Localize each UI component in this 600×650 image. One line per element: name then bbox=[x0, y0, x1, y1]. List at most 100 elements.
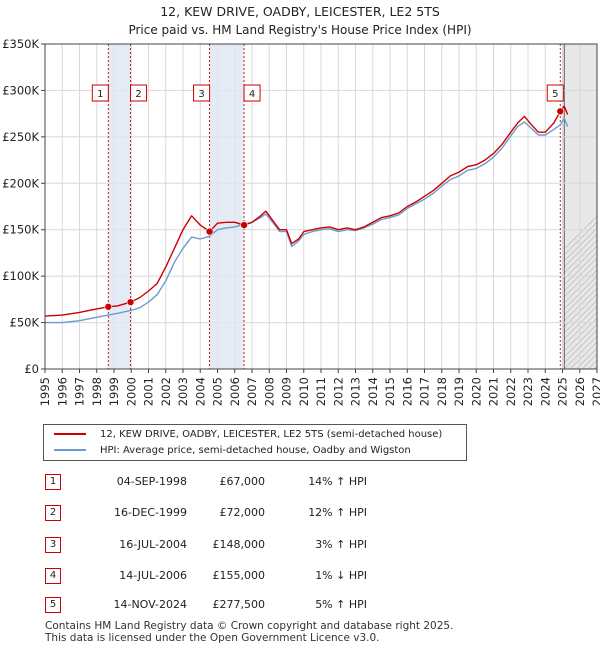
transaction-date: 16-JUL-2004 bbox=[119, 538, 187, 551]
hatch-line bbox=[564, 305, 597, 340]
transaction-price: £67,000 bbox=[219, 475, 266, 488]
x-tick-label: 2006 bbox=[228, 377, 242, 406]
legend: 12, KEW DRIVE, OADBY, LEICESTER, LE2 5TS… bbox=[43, 424, 467, 461]
x-tick-label: 2021 bbox=[487, 377, 501, 406]
transaction-hpi: 12% ↑ HPI bbox=[308, 506, 367, 519]
legend-label-hpi: HPI: Average price, semi-detached house,… bbox=[100, 445, 411, 456]
x-tick-label: 2011 bbox=[314, 377, 328, 406]
series-line bbox=[44, 105, 569, 317]
transaction-number: 2 bbox=[45, 505, 61, 521]
shaded-period bbox=[209, 44, 245, 369]
x-tick-label: 2004 bbox=[193, 377, 207, 406]
x-tick-label: 2016 bbox=[400, 377, 414, 406]
x-tick-label: 2005 bbox=[211, 377, 225, 406]
transaction-date: 14-NOV-2024 bbox=[113, 598, 187, 611]
y-tick-label: £0 bbox=[24, 362, 39, 376]
transaction-hpi: 1% ↓ HPI bbox=[315, 569, 367, 582]
footer: Contains HM Land Registry data © Crown c… bbox=[45, 620, 453, 644]
x-tick-label: 2019 bbox=[452, 377, 466, 406]
x-tick-label: 2010 bbox=[297, 377, 311, 406]
hatch-line bbox=[564, 293, 597, 328]
sale-number-label: 1 bbox=[97, 89, 103, 100]
x-tick-label: 2017 bbox=[418, 377, 432, 406]
x-tick-label: 2002 bbox=[159, 377, 173, 406]
sale-number-box bbox=[130, 84, 148, 102]
legend-item-hpi: HPI: Average price, semi-detached house,… bbox=[54, 444, 411, 458]
x-tick-label: 2015 bbox=[383, 377, 397, 406]
sale-number-box bbox=[91, 84, 109, 102]
sale-point bbox=[205, 227, 214, 236]
transaction-hpi: 3% ↑ HPI bbox=[315, 538, 367, 551]
transaction-date: 16-DEC-1999 bbox=[113, 506, 187, 519]
x-tick-label: 2003 bbox=[176, 377, 190, 406]
sale-number-box bbox=[193, 84, 211, 102]
transaction-price: £155,000 bbox=[212, 569, 266, 582]
x-tick-label: 1999 bbox=[107, 377, 121, 406]
footer-licence: This data is licensed under the Open Gov… bbox=[45, 632, 380, 644]
hatch-line bbox=[564, 287, 597, 322]
transaction-date: 04-SEP-1998 bbox=[116, 475, 187, 488]
transaction-number: 3 bbox=[45, 537, 61, 553]
sale-point bbox=[240, 221, 248, 229]
table-row: 5 14-NOV-2024 £277,500 5% ↑ HPI bbox=[45, 597, 405, 615]
shaded-period bbox=[108, 44, 131, 369]
x-tick-label: 2025 bbox=[556, 377, 570, 406]
transaction-number: 1 bbox=[45, 474, 61, 490]
x-tick-label: 2009 bbox=[280, 377, 294, 406]
x-tick-label: 2023 bbox=[521, 377, 535, 406]
legend-label-property: 12, KEW DRIVE, OADBY, LEICESTER, LE2 5TS… bbox=[100, 429, 443, 440]
y-tick-label: £50K bbox=[10, 316, 40, 330]
x-tick-label: 2001 bbox=[142, 377, 156, 406]
table-row: 2 16-DEC-1999 £72,000 12% ↑ HPI bbox=[45, 505, 405, 523]
sale-point bbox=[126, 298, 135, 306]
footer-copyright: Contains HM Land Registry data © Crown c… bbox=[45, 620, 454, 632]
transaction-hpi: 14% ↑ HPI bbox=[308, 475, 367, 488]
legend-swatch-blue bbox=[54, 449, 86, 451]
legend-item-property: 12, KEW DRIVE, OADBY, LEICESTER, LE2 5TS… bbox=[54, 428, 442, 442]
legend-swatch-red bbox=[54, 433, 86, 435]
x-tick-label: 1997 bbox=[73, 377, 87, 406]
transaction-hpi: 5% ↑ HPI bbox=[315, 598, 367, 611]
y-tick-label: £200K bbox=[2, 176, 39, 190]
sale-number-label: 3 bbox=[198, 89, 204, 100]
sale-number-label: 4 bbox=[249, 89, 255, 100]
sale-point bbox=[556, 107, 565, 116]
y-tick-label: £100K bbox=[2, 269, 39, 283]
chart-title: 12, KEW DRIVE, OADBY, LEICESTER, LE2 5TS bbox=[160, 4, 440, 19]
x-tick-label: 2007 bbox=[245, 377, 259, 406]
y-tick-label: £350K bbox=[2, 37, 39, 51]
x-tick-label: 2020 bbox=[469, 377, 483, 406]
x-tick-label: 1996 bbox=[55, 377, 69, 406]
y-tick-label: £150K bbox=[2, 223, 39, 237]
transaction-number: 5 bbox=[45, 597, 61, 613]
x-tick-label: 2018 bbox=[435, 377, 449, 406]
x-tick-label: 2022 bbox=[504, 377, 518, 406]
hatch-line bbox=[564, 299, 597, 334]
x-tick-label: 2013 bbox=[349, 377, 363, 406]
sale-number-label: 5 bbox=[552, 89, 558, 100]
series-line bbox=[45, 117, 569, 324]
y-tick-label: £300K bbox=[2, 83, 39, 97]
hatch-line bbox=[564, 311, 597, 346]
x-tick-label: 2027 bbox=[590, 377, 600, 406]
price-chart: 12, KEW DRIVE, OADBY, LEICESTER, LE2 5TS… bbox=[2, 4, 600, 406]
transaction-price: £72,000 bbox=[219, 506, 266, 519]
table-row: 4 14-JUL-2006 £155,000 1% ↓ HPI bbox=[45, 568, 405, 586]
x-tick-label: 2000 bbox=[124, 377, 138, 406]
x-tick-label: 2008 bbox=[262, 377, 276, 406]
sale-number-box bbox=[546, 84, 564, 102]
forecast-region bbox=[564, 44, 597, 369]
transaction-price: £277,500 bbox=[212, 598, 266, 611]
table-row: 3 16-JUL-2004 £148,000 3% ↑ HPI bbox=[45, 537, 405, 555]
x-tick-label: 2024 bbox=[538, 377, 552, 406]
transaction-date: 14-JUL-2006 bbox=[119, 569, 187, 582]
x-tick-label: 2012 bbox=[331, 377, 345, 406]
y-tick-label: £250K bbox=[2, 130, 39, 144]
table-row: 1 04-SEP-1998 £67,000 14% ↑ HPI bbox=[45, 474, 405, 492]
x-tick-label: 2026 bbox=[573, 377, 587, 406]
x-tick-label: 2014 bbox=[366, 377, 380, 406]
transaction-number: 4 bbox=[45, 568, 61, 584]
transaction-price: £148,000 bbox=[212, 538, 266, 551]
sale-number-label: 2 bbox=[135, 89, 141, 100]
x-tick-label: 1998 bbox=[90, 377, 104, 406]
